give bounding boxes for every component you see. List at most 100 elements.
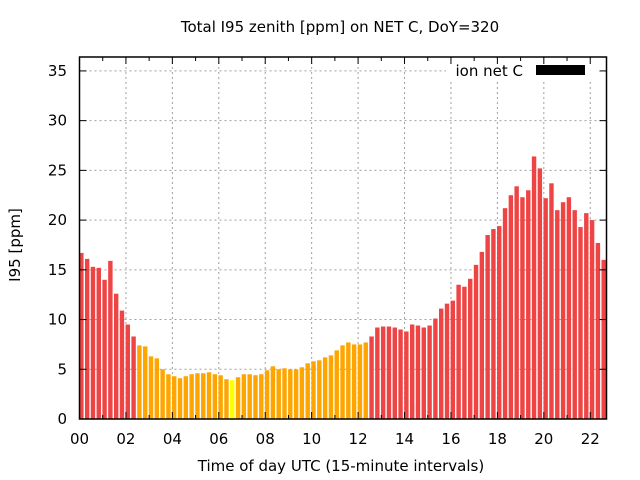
bar (485, 235, 490, 419)
chart-title: Total I95 zenith [ppm] on NET C, DoY=320 (180, 18, 499, 36)
bar (526, 190, 531, 419)
bar (84, 258, 90, 419)
bar (131, 336, 136, 419)
bar (409, 324, 415, 419)
bar (439, 308, 444, 419)
bar (386, 326, 392, 419)
bar (282, 368, 287, 419)
y-tick-label: 25 (48, 161, 67, 179)
x-tick-label: 16 (441, 430, 460, 448)
bar (514, 186, 519, 419)
bar (183, 376, 189, 419)
bar (125, 324, 130, 419)
bar (404, 331, 409, 419)
bar (247, 374, 252, 419)
axes (78, 56, 608, 420)
bar (502, 208, 508, 419)
bar (601, 259, 606, 419)
bar (270, 366, 276, 419)
bar (456, 284, 461, 419)
x-tick-label: 02 (116, 430, 135, 448)
bar (212, 374, 218, 419)
bar (497, 226, 502, 419)
x-tick-label: 04 (163, 430, 182, 448)
y-tick-labels: 0 5 10 15 20 25 30 35 (48, 62, 67, 428)
bar (473, 264, 479, 419)
bar (259, 374, 264, 419)
bar (398, 329, 403, 419)
bar (479, 251, 485, 419)
bar (537, 168, 543, 419)
bar (560, 202, 566, 419)
bar (444, 303, 450, 419)
bar (363, 342, 368, 419)
bar (90, 266, 96, 419)
bar (427, 325, 432, 419)
bar (154, 358, 160, 419)
bar (468, 278, 473, 419)
bar (543, 198, 548, 419)
bar (166, 374, 171, 419)
bar (102, 279, 107, 419)
bar (241, 374, 247, 419)
y-tick-label: 5 (57, 360, 67, 378)
x-tick-labels: 00 02 04 06 08 10 12 14 16 18 20 22 (70, 430, 600, 448)
y-tick-label: 10 (48, 311, 67, 329)
bar (201, 373, 206, 419)
bar (508, 195, 514, 419)
bar (119, 310, 125, 419)
x-tick-label: 22 (581, 430, 600, 448)
bar (531, 156, 537, 419)
bar (322, 357, 328, 419)
y-tick-label: 15 (48, 261, 67, 279)
y-tick-label: 35 (48, 62, 67, 80)
x-tick-label: 20 (534, 430, 553, 448)
bar (137, 345, 142, 419)
bar (589, 220, 595, 419)
bar (566, 197, 572, 419)
x-tick-label: 14 (395, 430, 414, 448)
bar (293, 369, 299, 419)
bar (595, 242, 601, 419)
x-tick-label: 10 (302, 430, 321, 448)
x-axis-label: Time of day UTC (15-minute intervals) (197, 457, 484, 475)
y-tick-label: 30 (48, 112, 67, 130)
bar (584, 213, 589, 419)
bar (346, 342, 351, 419)
legend-swatch (536, 65, 585, 75)
y-axis-label: I95 [ppm] (6, 208, 24, 282)
bar (224, 379, 229, 419)
bar (520, 197, 525, 419)
bar (195, 373, 200, 419)
bar (415, 325, 421, 419)
bar (305, 363, 310, 419)
bar (380, 326, 386, 419)
bar (311, 361, 316, 419)
bar (218, 375, 223, 419)
bar (607, 292, 611, 419)
bar (172, 376, 177, 419)
bar (328, 355, 334, 419)
x-tick-label: 06 (209, 430, 228, 448)
bar (317, 360, 322, 419)
bar (276, 369, 281, 419)
bars (79, 156, 611, 419)
x-tick-label: 08 (256, 430, 275, 448)
bar (148, 356, 154, 419)
plot-frame (78, 56, 608, 420)
bar (375, 327, 380, 419)
bar (572, 210, 577, 419)
bar (96, 267, 101, 419)
bar (288, 369, 293, 419)
bar (578, 227, 583, 419)
bar (160, 369, 165, 419)
bar (235, 377, 241, 419)
bar (462, 286, 467, 419)
bar (299, 367, 305, 419)
bar (421, 327, 426, 419)
bar (340, 345, 345, 419)
bar (79, 252, 84, 419)
bar (491, 229, 496, 419)
bar (206, 372, 212, 419)
